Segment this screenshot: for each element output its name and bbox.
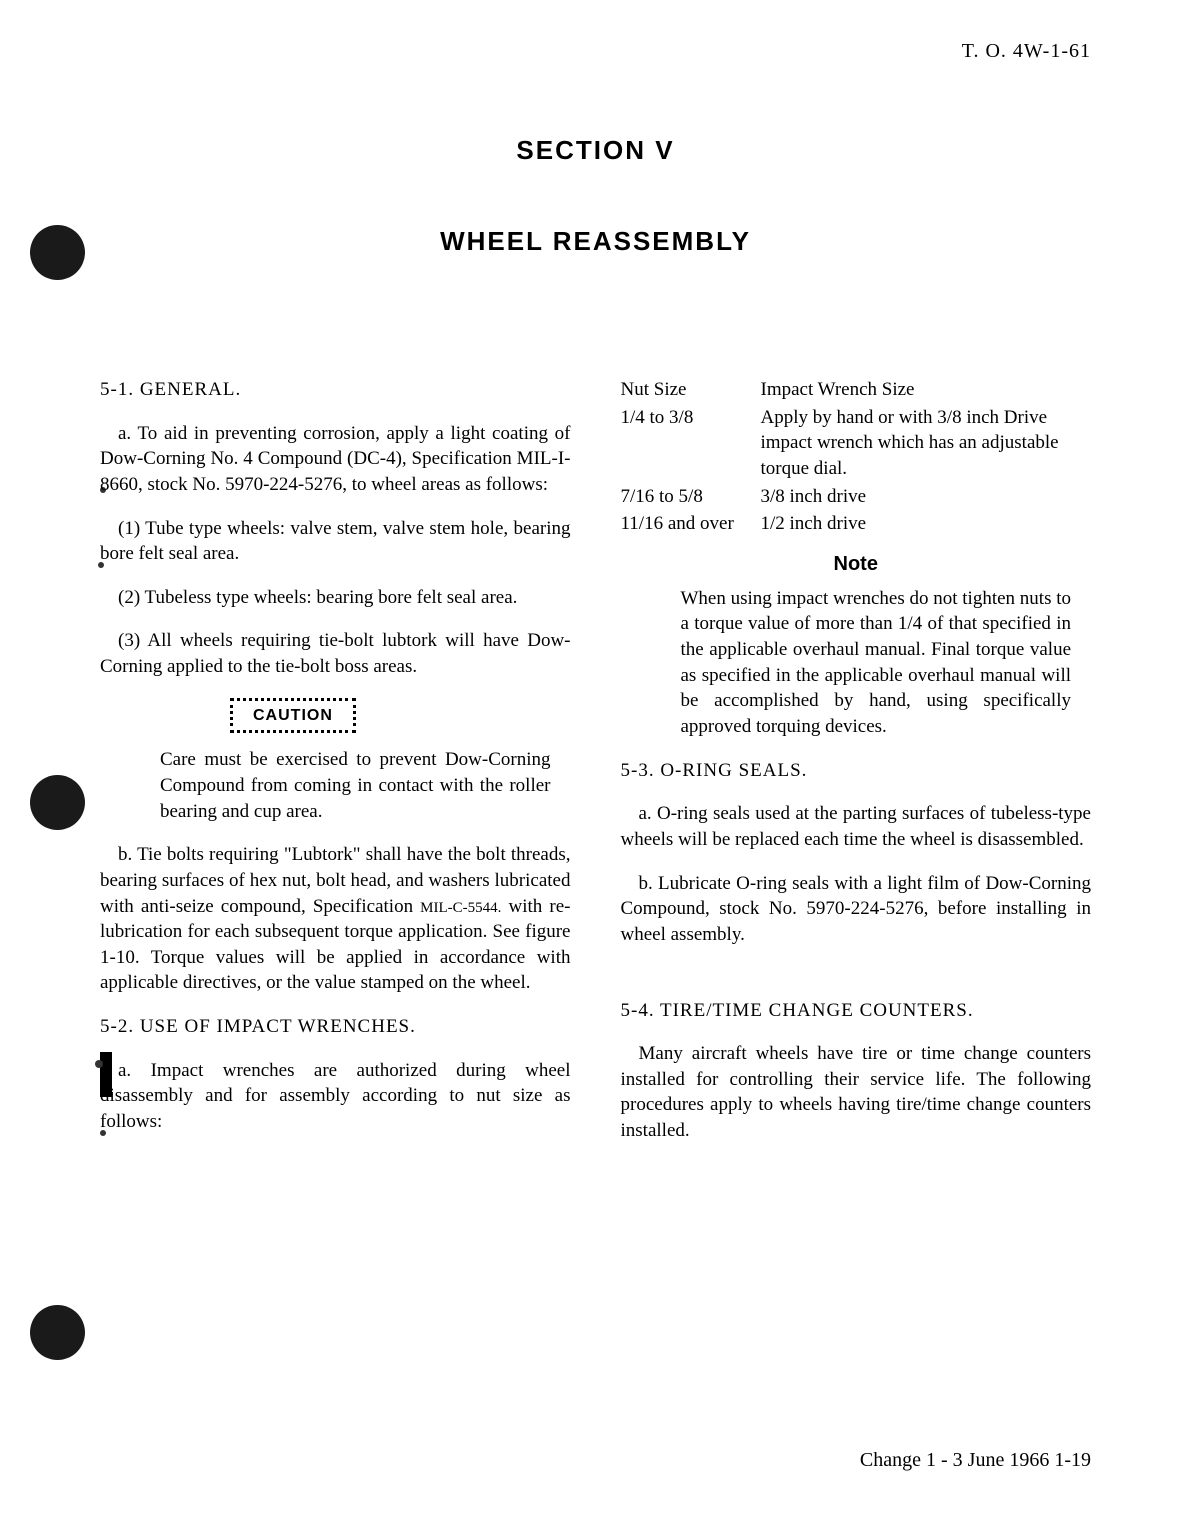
paragraph: (1) Tube type wheels: valve stem, valve … [100, 516, 571, 567]
caution-label: CAUTION [230, 698, 356, 734]
page: T. O. 4W-1-61 SECTION V WHEEL REASSEMBLY… [0, 0, 1191, 1527]
paragraph-heading: 5-3. O-RING SEALS. [621, 758, 1092, 784]
left-column: 5-1. GENERAL. a. To aid in preventing co… [100, 377, 571, 1162]
paragraph: (2) Tubeless type wheels: bearing bore f… [100, 585, 571, 611]
table-cell: 7/16 to 5/8 [621, 484, 761, 510]
paragraph: (3) All wheels requiring tie-bolt lubtor… [100, 628, 571, 679]
note-label: Note [621, 551, 1092, 578]
section-number: SECTION V [100, 135, 1091, 166]
table-cell: Apply by hand or with 3/8 inch Drive imp… [761, 405, 1092, 482]
caution-text: Care must be exercised to prevent Dow-Co… [160, 747, 551, 824]
table-header: Impact Wrench Size [761, 377, 1092, 403]
document-id: T. O. 4W-1-61 [962, 40, 1091, 63]
paragraph: a. O-ring seals used at the parting surf… [621, 801, 1092, 852]
caution-block: CAUTION Care must be exercised to preven… [100, 698, 571, 825]
table-cell: 1/4 to 3/8 [621, 405, 761, 482]
table-cell: 11/16 and over [621, 511, 761, 537]
table-cell: 3/8 inch drive [761, 484, 1092, 510]
paragraph: b. Tie bolts requiring "Lubtork" shall h… [100, 842, 571, 996]
note-text: When using impact wrenches do not tighte… [681, 586, 1072, 740]
content-columns: 5-1. GENERAL. a. To aid in preventing co… [100, 377, 1091, 1162]
table-cell: 1/2 inch drive [761, 511, 1092, 537]
section-title: WHEEL REASSEMBLY [100, 226, 1091, 257]
spec-number: MIL-C-5544. [420, 900, 501, 916]
wrench-size-table: Nut Size Impact Wrench Size 1/4 to 3/8 A… [621, 377, 1092, 537]
paragraph-heading: 5-4. TIRE/TIME CHANGE COUNTERS. [621, 998, 1092, 1024]
note-block: Note When using impact wrenches do not t… [621, 551, 1092, 740]
table-header: Nut Size [621, 377, 761, 403]
right-column: Nut Size Impact Wrench Size 1/4 to 3/8 A… [621, 377, 1092, 1162]
paragraph-heading: 5-2. USE OF IMPACT WRENCHES. [100, 1014, 571, 1040]
paragraph: b. Lubricate O-ring seals with a light f… [621, 871, 1092, 948]
paragraph: Many aircraft wheels have tire or time c… [621, 1041, 1092, 1144]
paragraph-heading: 5-1. GENERAL. [100, 377, 571, 403]
paragraph: a. Impact wrenches are authorized during… [100, 1058, 571, 1135]
paragraph: a. To aid in preventing corrosion, apply… [100, 421, 571, 498]
page-footer: Change 1 - 3 June 1966 1-19 [860, 1449, 1091, 1472]
